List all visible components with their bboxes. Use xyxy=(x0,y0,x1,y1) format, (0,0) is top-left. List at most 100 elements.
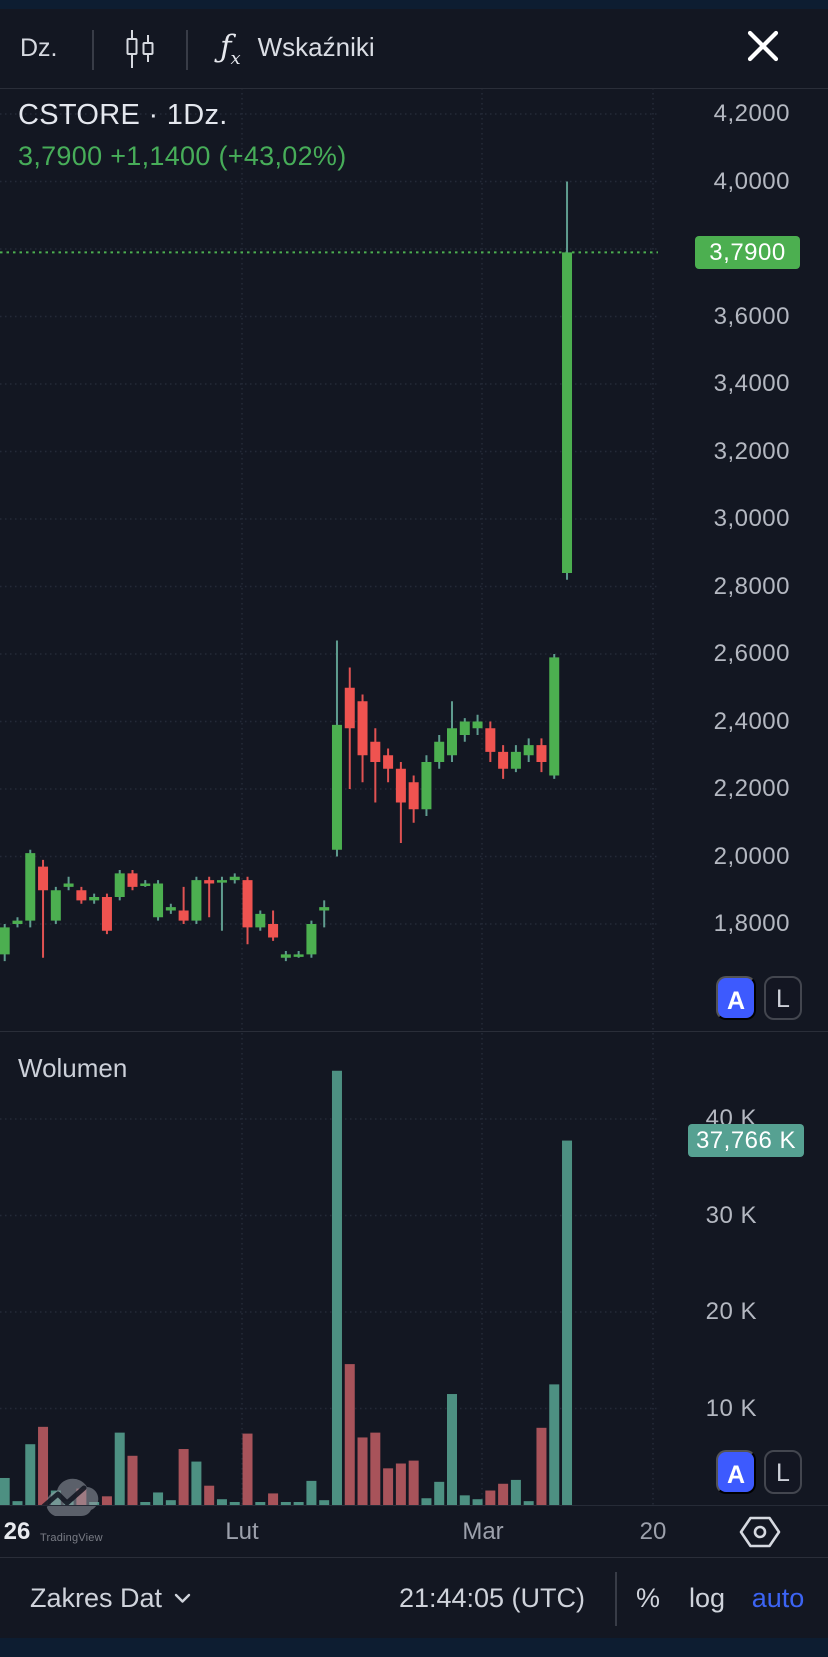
bottom-toolbar xyxy=(0,1558,828,1638)
candle-body xyxy=(165,907,176,911)
price-axis-label: 2,2000 xyxy=(713,775,790,802)
volume-pane-title: Wolumen xyxy=(18,1053,128,1083)
fx-icon: ƒx xyxy=(220,29,241,69)
last-volume-badge: 37,766 K xyxy=(688,1124,804,1158)
candle-body xyxy=(498,751,509,769)
top-status-strip xyxy=(0,0,828,9)
volume-bar xyxy=(204,1485,215,1505)
volume-bar xyxy=(383,1468,394,1505)
chart-style-button[interactable] xyxy=(122,28,158,70)
volume-bar xyxy=(510,1479,521,1505)
candle-body xyxy=(216,880,227,883)
price-axis-label: 3,0000 xyxy=(713,505,790,532)
toolbar-divider xyxy=(92,30,94,70)
volume-axis-label: 30 K xyxy=(705,1201,757,1229)
indicators-label: Wskaźniki xyxy=(257,32,375,62)
candle-body xyxy=(485,728,496,752)
candle-body xyxy=(472,721,483,729)
volume-bar xyxy=(459,1495,470,1505)
time-axis-label: 26 xyxy=(3,1518,31,1545)
candle-body xyxy=(523,745,534,756)
tradingview-cloud-line xyxy=(41,1485,87,1509)
price-axis-label: 3,4000 xyxy=(713,370,790,397)
volume-bar xyxy=(434,1481,445,1505)
volume-bar xyxy=(293,1502,304,1505)
volume-bar xyxy=(408,1460,419,1505)
price-change-line: 3,7900 +1,1400 (+43,02%) xyxy=(18,141,347,172)
candle-body xyxy=(140,883,151,886)
candle-body xyxy=(319,907,330,911)
log-toggle-button[interactable]: log xyxy=(688,1583,726,1613)
candle-body xyxy=(191,880,202,921)
date-range-button[interactable]: Zakres Dat xyxy=(30,1581,191,1615)
change-text: +1,1400 xyxy=(110,141,211,171)
volume-bar xyxy=(498,1483,509,1505)
candle-body xyxy=(12,920,23,924)
volume-bar xyxy=(447,1394,457,1505)
volume-bar xyxy=(255,1502,266,1505)
last-price-badge: 3,7900 xyxy=(695,235,800,269)
candle-body xyxy=(114,873,125,897)
candle-body xyxy=(25,853,36,921)
volume-bar xyxy=(395,1463,406,1505)
volume-bar xyxy=(472,1499,483,1505)
date-range-label: Zakres Dat xyxy=(30,1583,163,1613)
time-axis-label: Lut xyxy=(225,1518,259,1545)
price-axis-label: 3,6000 xyxy=(713,302,790,330)
candle-body xyxy=(549,657,560,776)
crosshair-button[interactable] xyxy=(738,1515,782,1551)
axis-toolbar-separator xyxy=(0,1557,828,1558)
volume-bar xyxy=(165,1500,176,1505)
price-axis-label: 2,4000 xyxy=(713,707,790,735)
chevron-down-icon xyxy=(174,1593,191,1603)
price-axis-label: 2,6000 xyxy=(713,640,790,667)
candle-body xyxy=(357,701,368,756)
percent-scale-button[interactable]: % xyxy=(635,1583,661,1613)
clock-label: 21:44:05 (UTC) xyxy=(398,1583,586,1613)
price-axis-label: 3,2000 xyxy=(713,437,790,465)
candle-body xyxy=(280,954,291,958)
symbol-title[interactable]: CSTORE · 1Dz. xyxy=(18,99,228,131)
interval-button[interactable]: Dz. xyxy=(20,34,58,62)
auto-scale-button[interactable]: A xyxy=(716,976,756,1020)
volume-auto-scale-button[interactable]: A xyxy=(716,1450,756,1494)
indicators-button[interactable]: ƒx Wskaźniki xyxy=(220,24,375,70)
volume-bar xyxy=(127,1455,138,1505)
candle-body xyxy=(434,741,445,762)
log-scale-button[interactable]: L xyxy=(764,976,802,1020)
volume-log-scale-button[interactable]: L xyxy=(764,1450,802,1494)
volume-bar xyxy=(523,1501,534,1505)
top-toolbar xyxy=(0,9,828,88)
volume-bar xyxy=(306,1480,317,1505)
volume-bar xyxy=(140,1502,151,1505)
candlestick-icon xyxy=(126,30,154,68)
candle-body xyxy=(306,924,317,955)
volume-bar xyxy=(242,1433,253,1505)
candle-body xyxy=(204,880,215,884)
close-button[interactable] xyxy=(746,30,780,64)
candle-body xyxy=(89,897,100,901)
candle-body xyxy=(370,741,381,762)
volume-bar xyxy=(12,1501,23,1505)
candle-body xyxy=(127,873,138,887)
candle-body xyxy=(408,782,419,810)
volume-bar xyxy=(485,1490,496,1505)
candle-body xyxy=(229,876,240,881)
candle-body xyxy=(50,890,61,921)
price-axis-label: 2,0000 xyxy=(713,842,790,870)
price-axis-label: 4,0000 xyxy=(713,167,790,195)
pane-separator[interactable] xyxy=(0,1031,828,1032)
candle-body xyxy=(344,687,355,729)
volume-axis-label: 20 K xyxy=(705,1298,757,1325)
price-axis-label: 4,2000 xyxy=(713,100,790,127)
volume-bar xyxy=(370,1432,381,1505)
auto-toggle-button[interactable]: auto xyxy=(751,1583,805,1613)
candle-body xyxy=(38,866,49,891)
candle-body xyxy=(536,745,547,762)
volume-bar xyxy=(38,1426,49,1505)
price-axis-label: 2,8000 xyxy=(713,572,790,600)
volume-bar xyxy=(268,1493,279,1505)
candle-body xyxy=(383,755,394,769)
volume-bar xyxy=(536,1427,547,1505)
